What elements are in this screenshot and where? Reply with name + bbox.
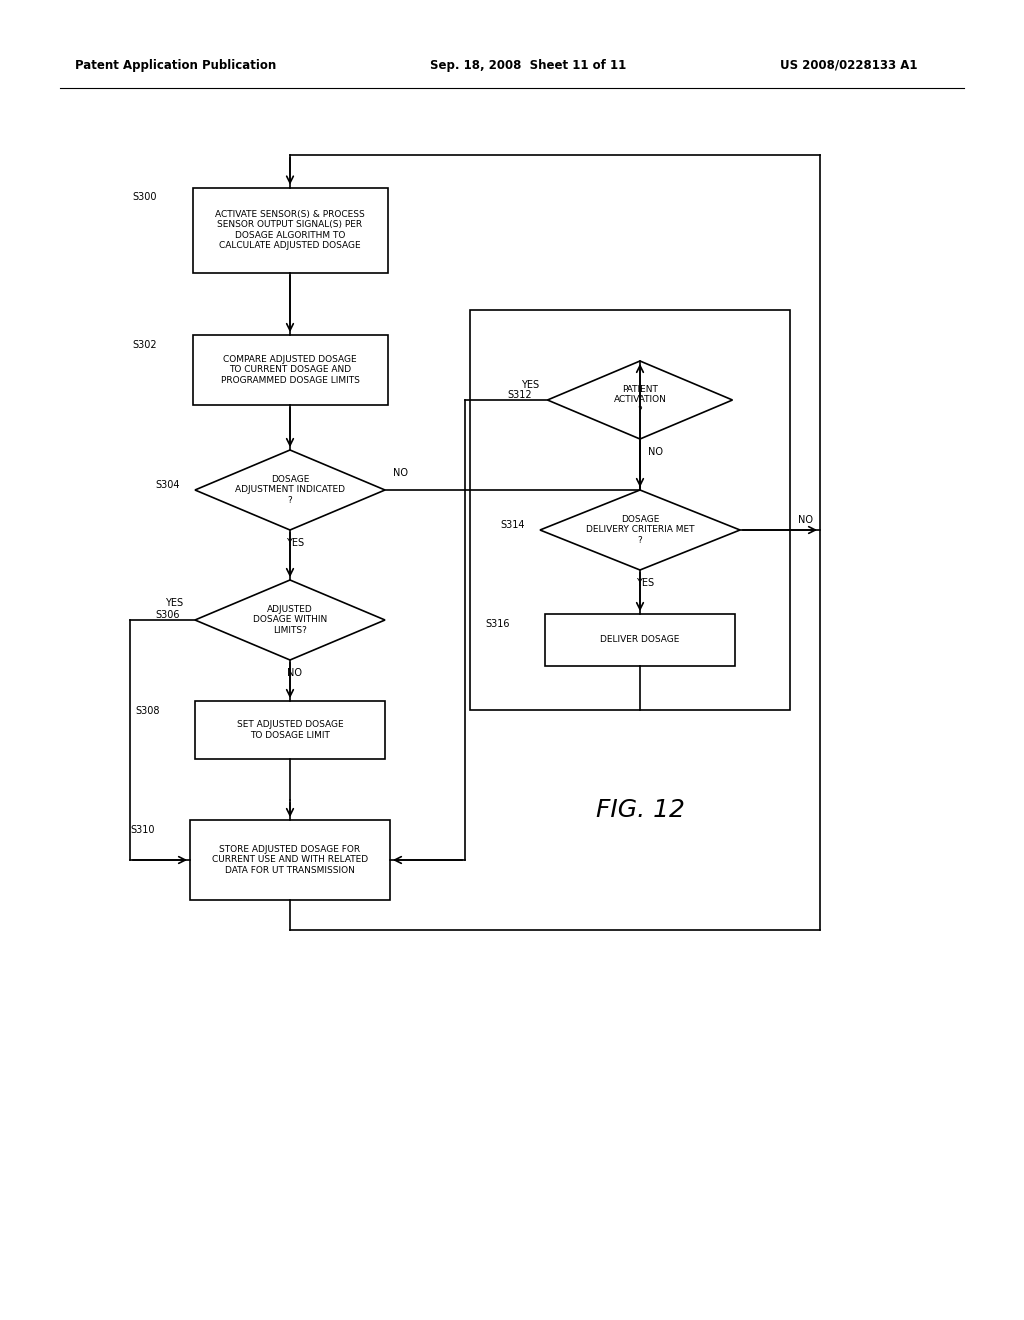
Text: ADJUSTED
DOSAGE WITHIN
LIMITS?: ADJUSTED DOSAGE WITHIN LIMITS? [253,605,327,635]
Bar [545,614,735,667]
Polygon shape [540,490,740,570]
Text: NO: NO [648,447,663,457]
Text: DOSAGE
DELIVERY CRITERIA MET
?: DOSAGE DELIVERY CRITERIA MET ? [586,515,694,545]
Text: PATIENT
ACTIVATION
?: PATIENT ACTIVATION ? [613,385,667,414]
Text: YES: YES [165,598,183,609]
Text: S304: S304 [156,480,180,490]
Polygon shape [195,450,385,531]
Bar [193,335,387,405]
Text: NO: NO [798,515,813,525]
Text: Patent Application Publication: Patent Application Publication [75,58,276,71]
Text: S308: S308 [135,706,160,715]
Text: SET ADJUSTED DOSAGE
TO DOSAGE LIMIT: SET ADJUSTED DOSAGE TO DOSAGE LIMIT [237,721,343,739]
Bar [195,701,385,759]
Text: DELIVER DOSAGE: DELIVER DOSAGE [600,635,680,644]
Text: S306: S306 [156,610,180,620]
Text: Sep. 18, 2008  Sheet 11 of 11: Sep. 18, 2008 Sheet 11 of 11 [430,58,627,71]
Text: US 2008/0228133 A1: US 2008/0228133 A1 [780,58,918,71]
Bar [190,820,390,900]
Text: YES: YES [521,380,540,389]
Text: YES: YES [286,539,304,548]
Text: S314: S314 [501,520,525,531]
Text: STORE ADJUSTED DOSAGE FOR
CURRENT USE AND WITH RELATED
DATA FOR UT TRANSMISSION: STORE ADJUSTED DOSAGE FOR CURRENT USE AN… [212,845,368,875]
Text: S316: S316 [485,619,510,630]
Text: ACTIVATE SENSOR(S) & PROCESS
SENSOR OUTPUT SIGNAL(S) PER
DOSAGE ALGORITHM TO
CAL: ACTIVATE SENSOR(S) & PROCESS SENSOR OUTP… [215,210,365,249]
Polygon shape [195,579,385,660]
Text: NO: NO [288,668,302,678]
Text: S302: S302 [132,341,157,350]
Text: S300: S300 [132,193,157,202]
Bar [193,187,387,272]
Text: DOSAGE
ADJUSTMENT INDICATED
?: DOSAGE ADJUSTMENT INDICATED ? [234,475,345,504]
Text: COMPARE ADJUSTED DOSAGE
TO CURRENT DOSAGE AND
PROGRAMMED DOSAGE LIMITS: COMPARE ADJUSTED DOSAGE TO CURRENT DOSAG… [220,355,359,385]
Text: YES: YES [636,578,654,587]
Text: S310: S310 [130,825,155,836]
Polygon shape [548,360,732,440]
Bar [470,310,790,710]
Text: FIG. 12: FIG. 12 [596,799,684,822]
Text: S312: S312 [508,389,532,400]
Text: NO: NO [393,469,408,478]
